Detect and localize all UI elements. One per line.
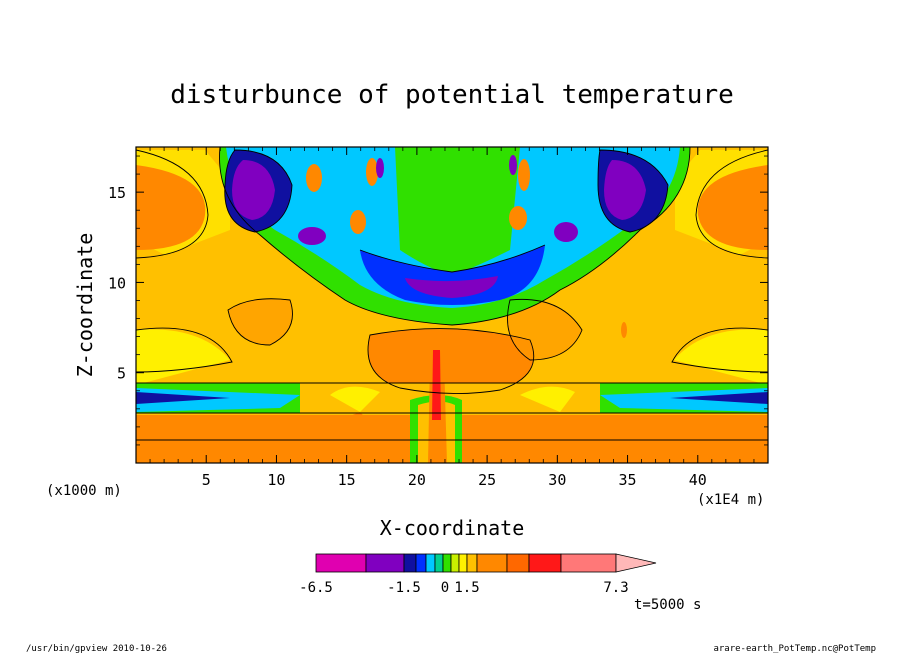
colorbar-tick-label: 0 <box>441 580 449 596</box>
x-units-right: (x1E4 m) <box>697 492 764 508</box>
x-tick-label: 15 <box>338 471 356 489</box>
colorbar-bin <box>466 553 478 573</box>
colorbar-bin <box>415 553 427 573</box>
colorbar-bin <box>403 553 417 573</box>
colorbar <box>315 553 657 573</box>
y-tick-label: 15 <box>108 184 126 202</box>
colorbar-bin <box>476 553 508 573</box>
y-axis-label: Z-coordinate <box>73 233 97 378</box>
colorbar-bin <box>365 553 405 573</box>
colorbar-bin <box>528 553 562 573</box>
colorbar-tick-labels: -6.5 -1.5 0 1.5 7.3 <box>299 580 629 596</box>
x-tick-label: 10 <box>267 471 285 489</box>
x-axis-ticks: 5 10 15 20 25 30 35 40 <box>149 147 755 489</box>
colorbar-bin <box>560 553 617 573</box>
colorbar-tick-label: 1.5 <box>454 580 479 596</box>
footer-left: /usr/bin/gpview 2010-10-26 <box>26 644 167 654</box>
x-tick-label: 20 <box>408 471 426 489</box>
colorbar-tick-label: -1.5 <box>387 580 421 596</box>
colorbar-bin <box>458 553 468 573</box>
x-tick-label: 25 <box>478 471 496 489</box>
x-tick-label: 30 <box>548 471 566 489</box>
x-units-left: (x1000 m) <box>46 483 122 499</box>
x-tick-label: 35 <box>619 471 637 489</box>
footer-right: arare-earth_PotTemp.nc@PotTemp <box>713 644 876 654</box>
x-tick-label: 40 <box>689 471 707 489</box>
y-tick-label: 5 <box>117 365 126 383</box>
colorbar-bin <box>450 553 460 573</box>
colorbar-tick-label: -6.5 <box>299 580 333 596</box>
colorbar-bin <box>315 553 367 573</box>
contour-field <box>136 147 768 463</box>
y-axis-ticks: 5 10 15 <box>108 155 768 446</box>
colorbar-tick-label: 7.3 <box>603 580 628 596</box>
colorbar-bin <box>425 553 436 573</box>
colorbar-bin <box>442 553 452 573</box>
colorbar-extend-arrow <box>615 553 657 573</box>
plot-frame <box>135 146 769 464</box>
colorbar-bin <box>506 553 530 573</box>
colorbar-bin <box>434 553 444 573</box>
x-axis-label: X-coordinate <box>380 516 525 540</box>
chart-title: disturbunce of potential temperature <box>170 80 734 110</box>
x-tick-label: 5 <box>202 471 211 489</box>
time-label: t=5000 s <box>634 597 701 613</box>
y-tick-label: 10 <box>108 274 126 292</box>
